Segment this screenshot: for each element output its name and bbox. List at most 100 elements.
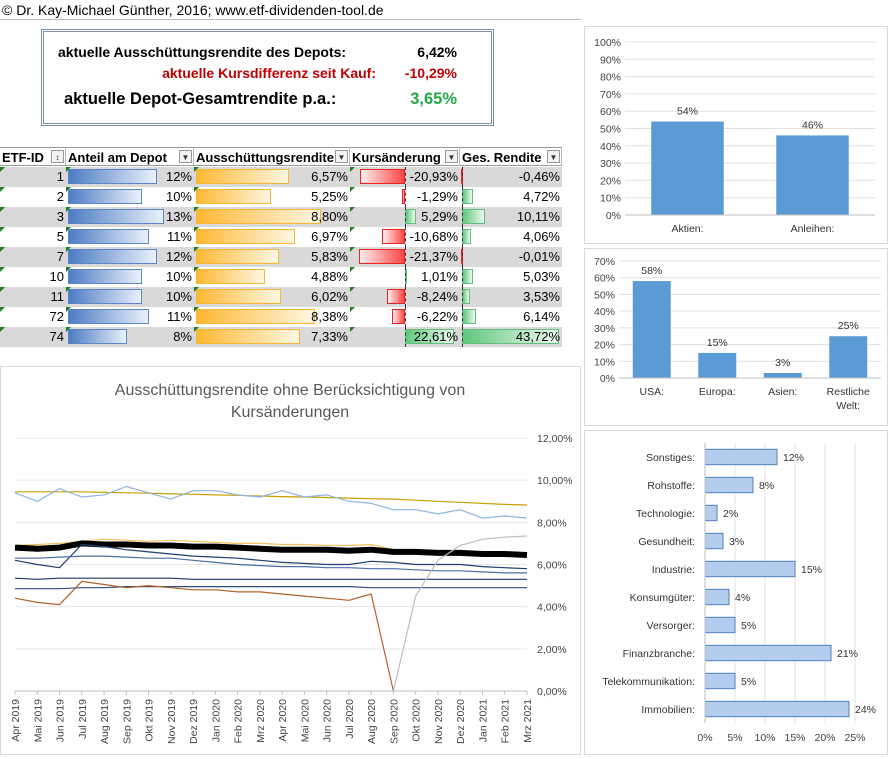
cell-note-marker xyxy=(350,307,355,312)
cell-note-marker xyxy=(66,227,71,232)
x-tick-label: Nov 2019 xyxy=(166,699,178,744)
bar xyxy=(704,448,778,466)
share-bar xyxy=(68,289,142,304)
table-row[interactable]: 10 10% 4,88% 1,01% 5,03% xyxy=(0,267,562,287)
data-label: 54% xyxy=(677,106,698,118)
x-tick-label: Dez 2019 xyxy=(188,699,200,744)
column-header-etf-id[interactable]: ETF-ID ↕ xyxy=(0,147,66,166)
etf-id-cell: 3 xyxy=(56,209,64,224)
x-tick-label: Okt 2019 xyxy=(144,699,156,742)
x-tick-label: Jun 2020 xyxy=(322,699,334,742)
category-label: Telekommunikation: xyxy=(602,676,695,688)
y-tick-label: 0% xyxy=(606,210,621,222)
dropdown-icon[interactable]: ▼ xyxy=(445,150,458,163)
table-row[interactable]: 5 11% 6,97% -10,68% 4,06% xyxy=(0,227,562,247)
table-row[interactable]: 74 8% 7,33% 22,61% 43,72% xyxy=(0,327,562,347)
cell-note-marker xyxy=(66,247,71,252)
zero-axis-line xyxy=(462,287,463,307)
bar xyxy=(704,476,754,494)
category-label: Finanzbranche: xyxy=(623,648,695,660)
bar xyxy=(704,644,832,662)
share-cell: 13% xyxy=(165,209,192,224)
category-label: Industrie: xyxy=(652,564,695,576)
table-row[interactable]: 1 12% 6,57% -20,93% -0,46% xyxy=(0,167,562,187)
x-tick-label: Apr 2019 xyxy=(10,699,22,742)
category-label: Immobilien: xyxy=(641,704,695,716)
y-tick-label: 6,00% xyxy=(537,560,567,572)
zero-axis-line xyxy=(405,207,406,227)
column-header-kursaenderung[interactable]: Kursänderung ▼ xyxy=(350,147,460,166)
chart-title-line2: Kursänderungen xyxy=(231,404,349,421)
table-row[interactable]: 3 13% 8,80% 5,29% 10,11% xyxy=(0,207,562,227)
total-return-cell: -0,01% xyxy=(518,249,560,264)
data-label: 24% xyxy=(855,704,876,716)
cell-note-marker xyxy=(194,307,199,312)
price-change-bar xyxy=(358,249,405,264)
category-label: Technologie: xyxy=(636,508,695,520)
share-bar xyxy=(68,249,157,264)
x-tick-label: Mai 2020 xyxy=(299,699,311,742)
share-bar xyxy=(68,229,150,244)
x-tick-label: 5% xyxy=(727,732,742,744)
cell-note-marker xyxy=(350,187,355,192)
cell-note-marker xyxy=(350,247,355,252)
x-tick-label: Sep 2019 xyxy=(121,699,133,744)
total-return-cell: 6,14% xyxy=(523,309,560,324)
category-label: Welt: xyxy=(836,400,860,412)
bar xyxy=(704,616,736,634)
price-change-cell: 5,29% xyxy=(421,209,458,224)
cell-note-marker xyxy=(0,247,5,252)
x-tick-label: Okt 2020 xyxy=(411,699,423,742)
data-label: 8% xyxy=(759,480,774,492)
x-tick-label: 10% xyxy=(754,732,775,744)
y-tick-label: 20% xyxy=(594,340,615,352)
dividend-bar xyxy=(196,229,295,244)
table-row[interactable]: 11 10% 6,02% -8,24% 3,53% xyxy=(0,287,562,307)
dropdown-icon[interactable]: ▼ xyxy=(547,150,560,163)
table-row[interactable]: 72 11% 8,38% -6,22% 6,14% xyxy=(0,307,562,327)
bar xyxy=(704,672,736,690)
region-chart: 0% 10% 20% 30% 40% 50% 60% 70% 58% USA: 15% Europa:… xyxy=(594,256,881,412)
y-tick-label: 60% xyxy=(600,106,621,118)
column-header-anteil[interactable]: Anteil am Depot ▼ xyxy=(66,147,194,166)
cell-note-marker xyxy=(0,327,5,332)
zero-axis-line xyxy=(405,327,406,347)
bar xyxy=(776,135,849,215)
x-tick-label: 0% xyxy=(697,732,712,744)
sort-icon[interactable]: ↕ xyxy=(51,150,64,163)
table-row[interactable]: 7 12% 5,83% -21,37% -0,01% xyxy=(0,247,562,267)
data-label: 5% xyxy=(741,620,756,632)
y-tick-label: 0,00% xyxy=(537,686,567,698)
zero-axis-line xyxy=(462,227,463,247)
y-tick-label: 30% xyxy=(594,323,615,335)
cell-note-marker xyxy=(194,247,199,252)
price-change-label: aktuelle Kursdifferenz seit Kauf: xyxy=(162,65,376,81)
column-header-ausschuettung[interactable]: Ausschüttungsrendite ▼ xyxy=(194,147,350,166)
price-change-bar xyxy=(402,189,405,204)
data-label: 3% xyxy=(729,536,744,548)
zero-axis-line xyxy=(462,307,463,327)
category-label: USA: xyxy=(639,386,664,398)
x-tick-label: Jul 2020 xyxy=(344,699,356,739)
bar xyxy=(651,121,724,215)
etf-id-cell: 1 xyxy=(56,169,64,184)
sector-chart: 0% 5% 10% 15% 20% 25% 12% Sonstiges: 8% Rohstoffe… xyxy=(602,443,876,744)
y-tick-label: 0% xyxy=(600,373,615,385)
category-label: Sonstiges: xyxy=(646,452,695,464)
dropdown-icon[interactable]: ▼ xyxy=(335,150,348,163)
table-row[interactable]: 2 10% 5,25% -1,29% 4,72% xyxy=(0,187,562,207)
total-return-cell: 43,72% xyxy=(515,329,560,344)
dividend-cell: 8,80% xyxy=(311,209,348,224)
column-header-ges-rendite[interactable]: Ges. Rendite ▼ xyxy=(460,147,562,166)
share-cell: 12% xyxy=(165,249,192,264)
cell-note-marker xyxy=(0,267,5,272)
cell-note-marker xyxy=(194,227,199,232)
filter-icon[interactable]: ▼ xyxy=(179,150,192,163)
cell-note-marker xyxy=(66,287,71,292)
zero-axis-line xyxy=(405,187,406,207)
region-chart-panel: 0% 10% 20% 30% 40% 50% 60% 70% 58% USA: 15% Europa:… xyxy=(584,248,888,426)
y-tick-label: 100% xyxy=(594,37,621,49)
x-tick-label: Feb 2021 xyxy=(500,699,512,744)
category-label: Konsumgüter: xyxy=(630,592,695,604)
x-tick-label: Dez 2020 xyxy=(455,699,467,744)
